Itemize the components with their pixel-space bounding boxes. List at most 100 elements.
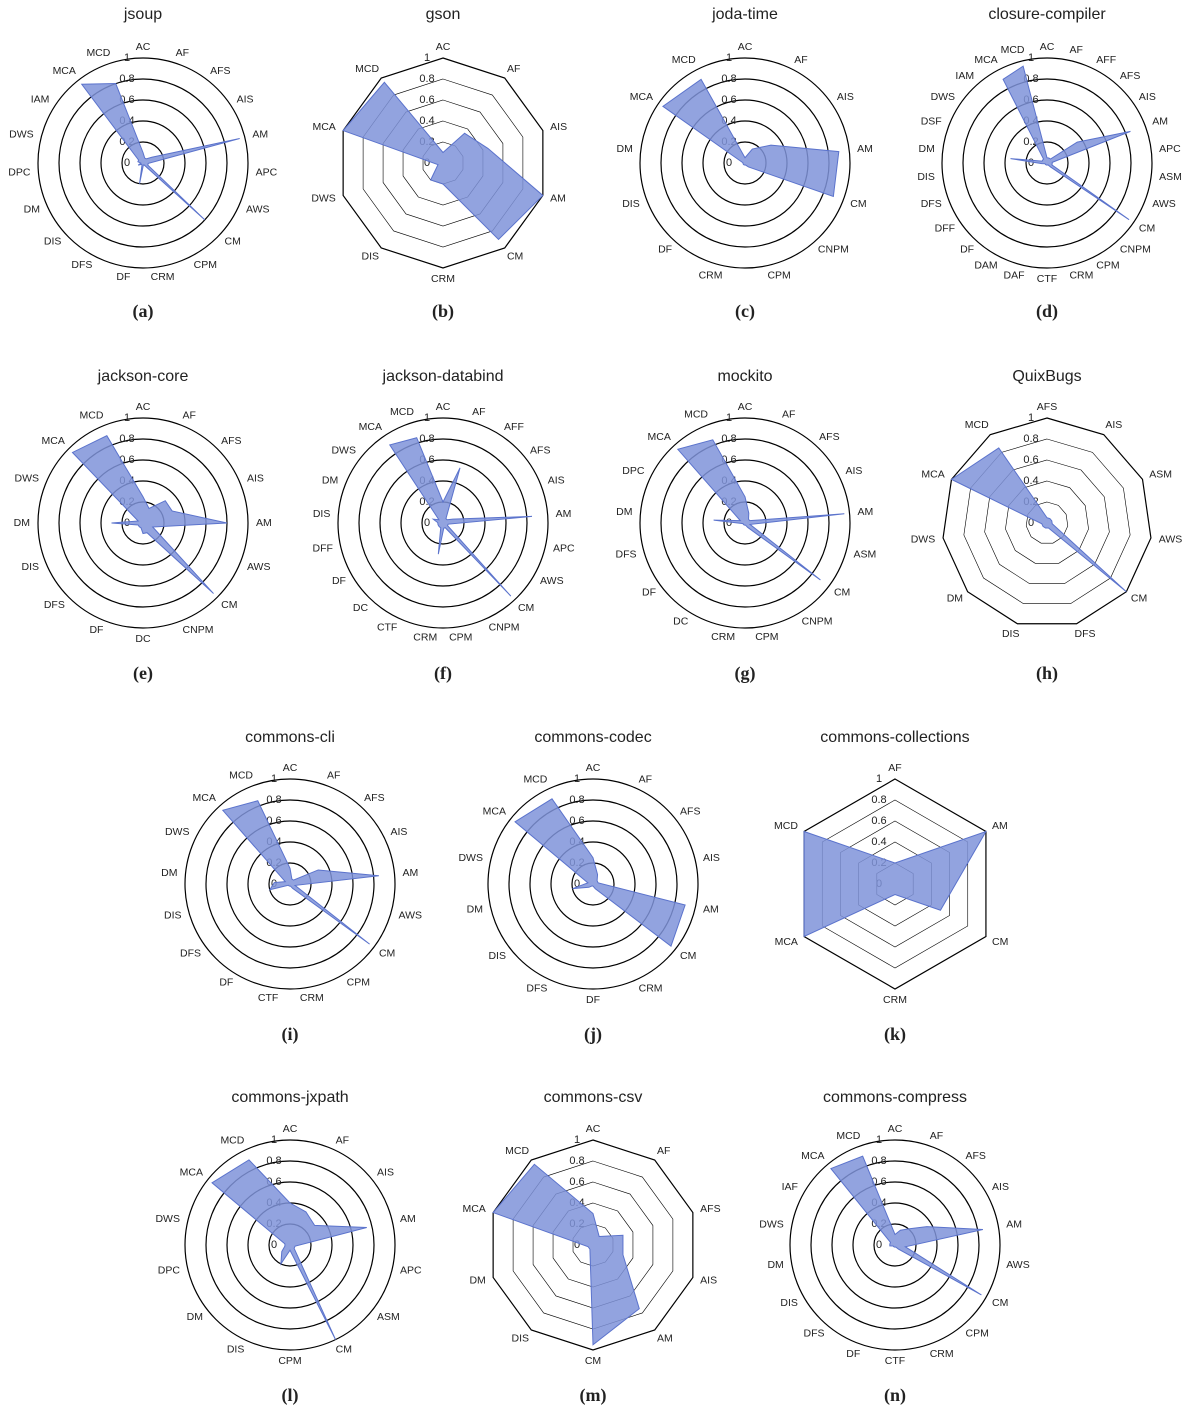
tick-label: 0 — [1028, 157, 1034, 169]
category-label: MCD — [80, 410, 104, 422]
tick-label: 0.8 — [1023, 433, 1038, 445]
subfigure-label: (e) — [133, 663, 153, 684]
category-label: DF — [846, 1348, 860, 1360]
chart-title: jsoup — [123, 6, 162, 23]
category-label: MCD — [774, 820, 798, 832]
grid-ring — [508, 799, 678, 969]
grid-ring — [79, 99, 207, 227]
grid-ring — [121, 141, 165, 185]
category-label: DF — [89, 624, 103, 636]
category-label: DF — [586, 994, 600, 1006]
radar-chart: QuixBugs(h)00.20.40.60.81AFSAISASMAWSCMD… — [911, 368, 1183, 684]
category-label: DF — [642, 587, 656, 599]
category-label: CPM — [194, 259, 217, 271]
category-label: DC — [353, 602, 369, 614]
category-label: MCA — [180, 1166, 203, 1178]
category-label: MCA — [53, 65, 76, 77]
category-label: AFF — [1096, 54, 1116, 66]
category-label: DWS — [458, 852, 483, 864]
category-label: DM — [919, 143, 935, 155]
tick-label: 1 — [574, 773, 580, 785]
grid-ring — [37, 57, 249, 269]
tick-label: 0.6 — [569, 1176, 584, 1188]
category-label: DWS — [165, 826, 190, 838]
grid-ring — [184, 1139, 396, 1351]
radar-chart: jackson-core(e)00.20.40.60.81ACAFAFSAISA… — [14, 368, 272, 684]
category-label: DM — [469, 1275, 485, 1287]
category-label: AF — [1069, 44, 1082, 56]
category-label: AIS — [837, 91, 854, 103]
category-label: AWS — [1159, 533, 1183, 545]
category-label: AC — [586, 762, 601, 774]
tick-label: 0.8 — [871, 794, 886, 806]
category-label: AM — [256, 517, 272, 529]
chart-title: QuixBugs — [1012, 368, 1081, 385]
category-label: DFF — [313, 543, 333, 555]
tick-label: 0 — [271, 1239, 277, 1251]
chart-title: gson — [426, 6, 461, 23]
data-area — [388, 437, 533, 597]
grid-ring — [983, 99, 1111, 227]
data-area — [662, 78, 840, 198]
category-label: DIS — [1002, 628, 1020, 640]
chart-title: commons-codec — [534, 729, 651, 746]
category-label: MCD — [355, 63, 379, 75]
chart-title: mockito — [717, 368, 772, 385]
grid-ring — [852, 1202, 938, 1288]
grid-ring — [342, 57, 544, 269]
category-label: CM — [992, 936, 1008, 948]
category-label: CPM — [347, 976, 370, 988]
category-label: DWS — [311, 193, 336, 205]
category-label: AIS — [703, 852, 720, 864]
category-label: AF — [507, 63, 520, 75]
category-label: AM — [992, 820, 1008, 832]
category-label: AF — [888, 762, 901, 774]
category-label: AWS — [246, 203, 270, 215]
category-label: AC — [888, 1123, 903, 1135]
grid-ring — [205, 799, 375, 969]
category-label: CTF — [377, 621, 397, 633]
category-label: CPM — [1096, 259, 1119, 271]
tick-label: 0.6 — [1023, 454, 1038, 466]
tick-label: 0.8 — [871, 1155, 886, 1167]
chart-title: commons-jxpath — [231, 1089, 348, 1106]
category-label: DIS — [622, 198, 640, 210]
tick-label: 1 — [726, 412, 732, 424]
category-label: AFS — [680, 805, 700, 817]
tick-label: 1 — [876, 1134, 882, 1146]
grid-ring — [789, 1139, 1001, 1351]
category-label: DFS — [71, 259, 92, 271]
grid-ring — [639, 57, 851, 269]
category-label: MCA — [192, 792, 215, 804]
category-label: AF — [183, 410, 196, 422]
radar-chart: commons-compress(n)00.20.40.60.81ACAFAFS… — [759, 1089, 1029, 1406]
category-label: MCD — [965, 419, 989, 431]
category-label: DC — [135, 633, 151, 645]
data-area — [803, 830, 988, 938]
category-label: AFS — [210, 65, 230, 77]
category-label: AF — [930, 1130, 943, 1142]
chart-title: commons-collections — [820, 729, 969, 746]
category-label: AM — [1006, 1219, 1022, 1231]
tick-label: 0 — [726, 517, 732, 529]
category-label: DFS — [804, 1328, 825, 1340]
category-label: DF — [658, 244, 672, 256]
category-label: CM — [518, 602, 534, 614]
subfigure-label: (a) — [133, 301, 154, 322]
chart-title: commons-compress — [823, 1089, 967, 1106]
category-label: MCA — [42, 435, 65, 447]
grid-ring — [873, 1223, 917, 1267]
category-label: AM — [402, 867, 418, 879]
grid-ring — [58, 78, 228, 248]
category-label: CNPM — [818, 244, 849, 256]
data-area — [514, 798, 686, 948]
chart-title: joda-time — [711, 6, 778, 23]
category-label: CTF — [885, 1355, 905, 1367]
grid-ring — [487, 778, 699, 990]
category-label: DFS — [44, 599, 65, 611]
category-label: CTF — [258, 992, 278, 1004]
subfigure-label: (j) — [584, 1024, 602, 1045]
category-label: DWS — [331, 444, 356, 456]
data-area — [211, 1159, 367, 1340]
